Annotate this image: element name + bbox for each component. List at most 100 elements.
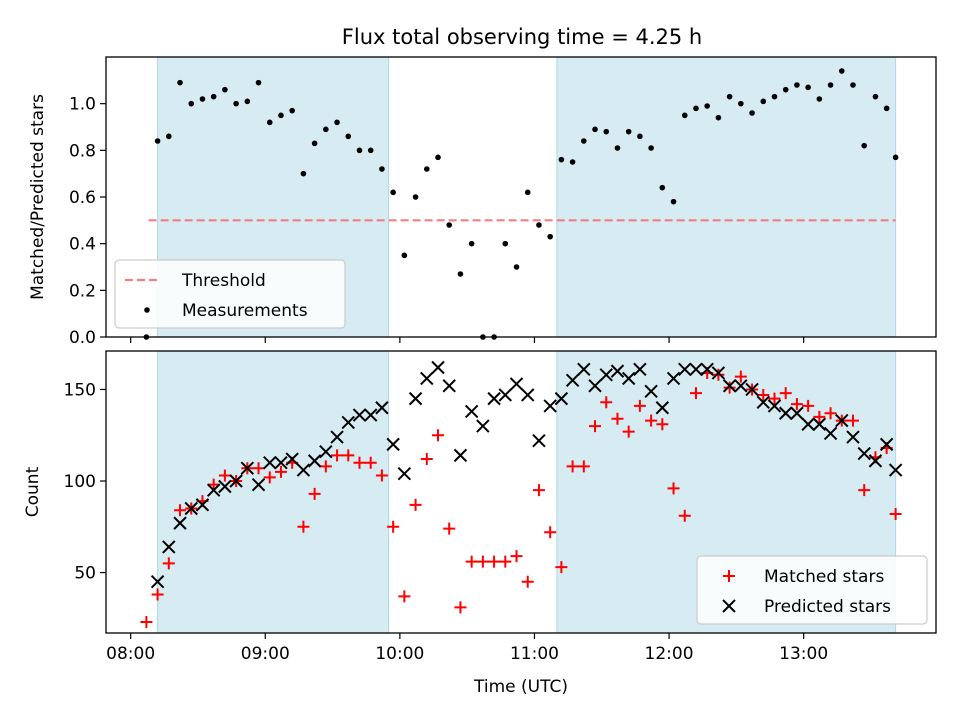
data-point bbox=[656, 418, 669, 431]
data-point bbox=[547, 233, 553, 240]
legend-box bbox=[696, 555, 928, 625]
data-point bbox=[499, 555, 512, 568]
data-point bbox=[532, 484, 545, 497]
data-point bbox=[173, 516, 187, 530]
y-tick-label: 0.4 bbox=[69, 235, 96, 255]
data-point bbox=[566, 460, 579, 473]
data-point bbox=[229, 474, 243, 488]
data-point bbox=[195, 498, 210, 512]
data-point bbox=[432, 429, 444, 442]
data-point bbox=[457, 271, 464, 277]
data-point bbox=[621, 371, 636, 386]
data-point bbox=[513, 264, 520, 270]
data-point bbox=[233, 100, 239, 107]
data-point bbox=[543, 399, 557, 413]
data-point bbox=[502, 240, 509, 247]
data-point bbox=[847, 414, 859, 427]
data-point bbox=[423, 166, 430, 172]
data-point bbox=[331, 449, 344, 462]
data-point bbox=[240, 461, 255, 475]
y-tick-label: 100 bbox=[64, 472, 96, 492]
data-point bbox=[311, 140, 318, 147]
data-point bbox=[375, 401, 389, 415]
data-point bbox=[544, 526, 557, 539]
data-point bbox=[610, 364, 625, 378]
data-point bbox=[600, 396, 613, 409]
data-point bbox=[625, 128, 632, 135]
data-point bbox=[805, 84, 811, 91]
data-point bbox=[715, 114, 722, 121]
y-tick-label: 0.8 bbox=[69, 141, 96, 161]
data-point bbox=[162, 557, 175, 570]
data-point bbox=[285, 452, 299, 466]
y-tick-label: 1.0 bbox=[69, 95, 96, 115]
y-tick-label: 0.2 bbox=[69, 281, 96, 301]
data-point bbox=[670, 198, 677, 205]
data-point bbox=[420, 371, 434, 386]
data-point bbox=[465, 555, 478, 568]
data-point bbox=[689, 387, 702, 400]
data-point bbox=[498, 388, 513, 402]
data-point bbox=[330, 430, 344, 444]
data-point bbox=[151, 588, 164, 601]
data-point bbox=[334, 119, 340, 126]
legend-handle bbox=[144, 307, 150, 313]
data-point bbox=[409, 498, 422, 511]
x-tick-label: 09:00 bbox=[241, 644, 290, 664]
data-point bbox=[509, 377, 524, 391]
series-measurements bbox=[143, 68, 899, 340]
data-point bbox=[255, 79, 262, 86]
data-point bbox=[659, 184, 666, 191]
data-point bbox=[352, 408, 367, 422]
data-point bbox=[827, 82, 834, 88]
data-point bbox=[532, 434, 546, 448]
data-point bbox=[603, 128, 610, 135]
data-point bbox=[614, 145, 621, 151]
data-point bbox=[726, 93, 733, 100]
data-point bbox=[790, 398, 803, 411]
data-point bbox=[633, 362, 647, 377]
data-point bbox=[794, 82, 800, 88]
data-point bbox=[398, 590, 411, 603]
data-point bbox=[738, 100, 744, 107]
data-point bbox=[300, 170, 307, 177]
shaded-span-2 bbox=[556, 56, 897, 338]
data-point bbox=[364, 456, 377, 469]
data-point bbox=[154, 138, 161, 144]
data-point bbox=[353, 456, 366, 469]
data-point bbox=[476, 419, 490, 433]
data-point bbox=[760, 98, 767, 105]
data-point bbox=[341, 415, 355, 430]
data-point bbox=[222, 86, 228, 93]
data-point bbox=[386, 437, 400, 452]
data-point bbox=[488, 555, 501, 568]
data-point bbox=[177, 79, 183, 86]
data-point bbox=[622, 425, 635, 438]
data-point bbox=[678, 509, 691, 522]
data-point bbox=[704, 103, 710, 109]
data-point bbox=[356, 147, 363, 154]
data-point bbox=[722, 379, 737, 393]
data-point bbox=[565, 373, 580, 388]
data-point bbox=[700, 362, 714, 377]
data-point bbox=[521, 575, 534, 588]
x-tick-label: 08:00 bbox=[106, 644, 155, 664]
data-point bbox=[379, 166, 385, 172]
data-point bbox=[644, 384, 658, 398]
data-point bbox=[162, 540, 176, 554]
legend: Matched stars Predicted stars bbox=[696, 555, 928, 625]
data-point bbox=[166, 133, 172, 140]
data-point bbox=[757, 388, 770, 401]
data-point bbox=[558, 156, 565, 163]
data-point bbox=[823, 426, 838, 441]
series-predicted-stars bbox=[150, 360, 903, 589]
data-point bbox=[435, 154, 441, 161]
data-point bbox=[510, 550, 523, 563]
data-point bbox=[666, 371, 681, 386]
axes-frame bbox=[105, 350, 937, 634]
legend-handle bbox=[722, 599, 736, 613]
data-point bbox=[150, 575, 165, 589]
data-point bbox=[536, 222, 542, 228]
data-point bbox=[345, 133, 352, 140]
data-point bbox=[734, 379, 748, 393]
